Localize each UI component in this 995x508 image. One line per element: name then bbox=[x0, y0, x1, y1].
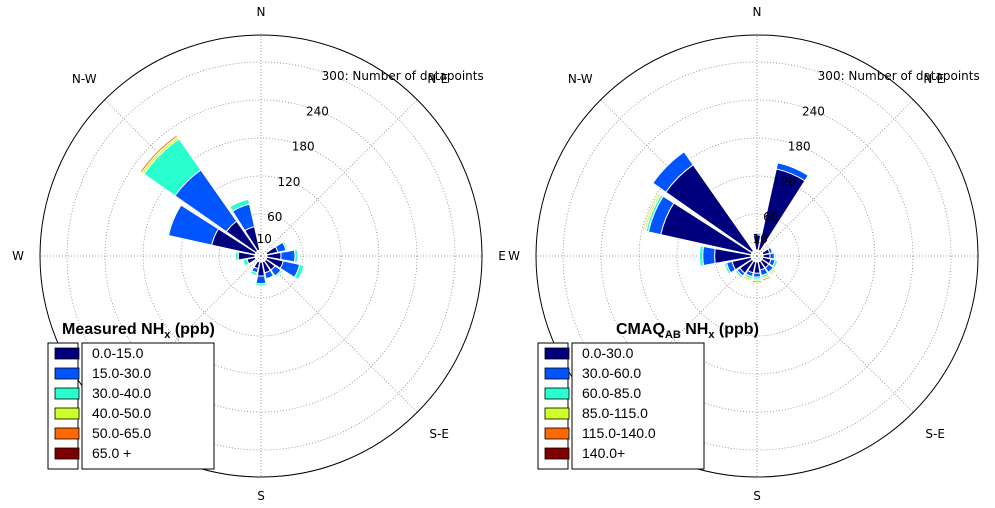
direction-label-w: W bbox=[12, 249, 24, 263]
legend-item-label: 15.0-30.0 bbox=[92, 365, 151, 381]
outer-circle bbox=[535, 34, 979, 478]
legend-swatch bbox=[54, 407, 80, 420]
direction-label-n-e: N-E bbox=[923, 72, 944, 86]
sector-bar bbox=[761, 275, 772, 282]
sector-bar bbox=[139, 134, 179, 174]
legend-item-label: 60.0-85.0 bbox=[582, 385, 641, 401]
legend-item-label: 0.0-30.0 bbox=[582, 345, 634, 361]
ring-label: 10 bbox=[753, 232, 768, 246]
grid-ring bbox=[562, 61, 952, 451]
legend-swatch bbox=[544, 387, 570, 400]
sector-bar bbox=[769, 252, 775, 260]
legend-item-label: 115.0-140.0 bbox=[582, 425, 656, 441]
legend-item-label: 85.0-115.0 bbox=[582, 405, 648, 421]
sector-bar bbox=[242, 258, 250, 267]
legend-title: Measured NHx (ppb) bbox=[62, 321, 215, 341]
sector-bar bbox=[642, 192, 661, 232]
legend-item-label: 0.0-15.0 bbox=[92, 345, 144, 361]
direction-label-e: E bbox=[498, 249, 506, 263]
direction-label-n-w: N-W bbox=[72, 72, 97, 86]
ring-label: 180 bbox=[292, 140, 315, 154]
ring-label: 180 bbox=[788, 140, 811, 154]
direction-label-s: S bbox=[753, 489, 761, 503]
sector-bar bbox=[775, 162, 810, 182]
sector-bar bbox=[769, 268, 778, 277]
legend-item-label: 65.0 + bbox=[92, 445, 131, 461]
legend-swatch bbox=[544, 407, 570, 420]
legend-box bbox=[81, 342, 215, 470]
grid-spoke bbox=[260, 255, 418, 413]
legend-swatch bbox=[54, 347, 80, 360]
direction-label-n: N bbox=[753, 5, 762, 19]
sector-bar bbox=[234, 250, 240, 262]
ring-label: 10 bbox=[257, 232, 272, 246]
sector-bar bbox=[274, 269, 284, 279]
legend-swatch bbox=[54, 427, 80, 440]
legend-swatch bbox=[54, 387, 80, 400]
sector-bar bbox=[255, 275, 267, 285]
windrose-1: N N-E E S-E S W N-W 10 60 120 180 240 300: Number of… bbox=[12, 5, 506, 503]
legend-box bbox=[571, 342, 705, 470]
ring-label: 240 bbox=[306, 104, 329, 118]
grid-ring bbox=[180, 175, 342, 337]
sector-bar bbox=[752, 232, 762, 236]
legend-swatch bbox=[544, 347, 570, 360]
sector-bar bbox=[751, 281, 763, 285]
legend-item-label: 30.0-60.0 bbox=[582, 365, 641, 381]
grid-spoke bbox=[756, 255, 914, 413]
sector-bar bbox=[699, 245, 705, 267]
sector-bar bbox=[293, 263, 305, 281]
grid-ring bbox=[66, 61, 456, 451]
ring-label: 300: Number of datapoints bbox=[818, 69, 980, 83]
grid-spoke bbox=[104, 255, 262, 413]
ring-label: 60 bbox=[763, 210, 778, 224]
legend-swatch bbox=[544, 447, 570, 460]
ring-label: 120 bbox=[278, 175, 301, 189]
direction-label-n-w: N-W bbox=[568, 72, 593, 86]
sector-bar bbox=[281, 240, 289, 252]
sector-bar bbox=[293, 249, 299, 263]
sector-bar bbox=[771, 259, 779, 269]
ring-label: 300: Number of datapoints bbox=[322, 69, 484, 83]
sector-bar bbox=[767, 246, 774, 254]
legend-swatch bbox=[54, 447, 80, 460]
legend-item-label: 140.0+ bbox=[582, 445, 625, 461]
sector-bar bbox=[280, 249, 296, 263]
legend-item-label: 40.0-50.0 bbox=[92, 405, 151, 421]
legend-swatch bbox=[544, 427, 570, 440]
legend-swatch bbox=[544, 367, 570, 380]
direction-label-w: W bbox=[508, 249, 520, 263]
grid-ring bbox=[676, 175, 838, 337]
sector-bar bbox=[255, 282, 267, 287]
sector-bar bbox=[733, 270, 743, 280]
sector-bar bbox=[652, 151, 694, 193]
ring-label: 240 bbox=[802, 104, 825, 118]
sector-bar bbox=[741, 276, 753, 283]
ring-label: 60 bbox=[267, 210, 282, 224]
grid-spoke bbox=[260, 99, 418, 257]
sector-bar bbox=[723, 262, 732, 275]
outer-circle bbox=[39, 34, 483, 478]
direction-label-n-e: N-E bbox=[427, 72, 448, 86]
grid-spoke bbox=[600, 255, 758, 413]
legend-item-label: 50.0-65.0 bbox=[92, 425, 151, 441]
direction-label-s-e: S-E bbox=[429, 427, 449, 441]
direction-label-n: N bbox=[257, 5, 266, 19]
grid-spoke bbox=[756, 99, 914, 257]
legend-item-label: 30.0-40.0 bbox=[92, 385, 151, 401]
sector-bar bbox=[249, 269, 258, 277]
sector-bar bbox=[702, 245, 716, 267]
legend-swatch bbox=[54, 367, 80, 380]
ring-label: 120 bbox=[774, 175, 797, 189]
legend-title: CMAQAB NHx (ppb) bbox=[616, 321, 759, 341]
direction-label-s-e: S-E bbox=[925, 427, 945, 441]
sector-bar bbox=[265, 275, 275, 281]
sector-bar bbox=[166, 203, 182, 237]
sector-bar bbox=[229, 198, 251, 212]
direction-label-s: S bbox=[257, 489, 265, 503]
